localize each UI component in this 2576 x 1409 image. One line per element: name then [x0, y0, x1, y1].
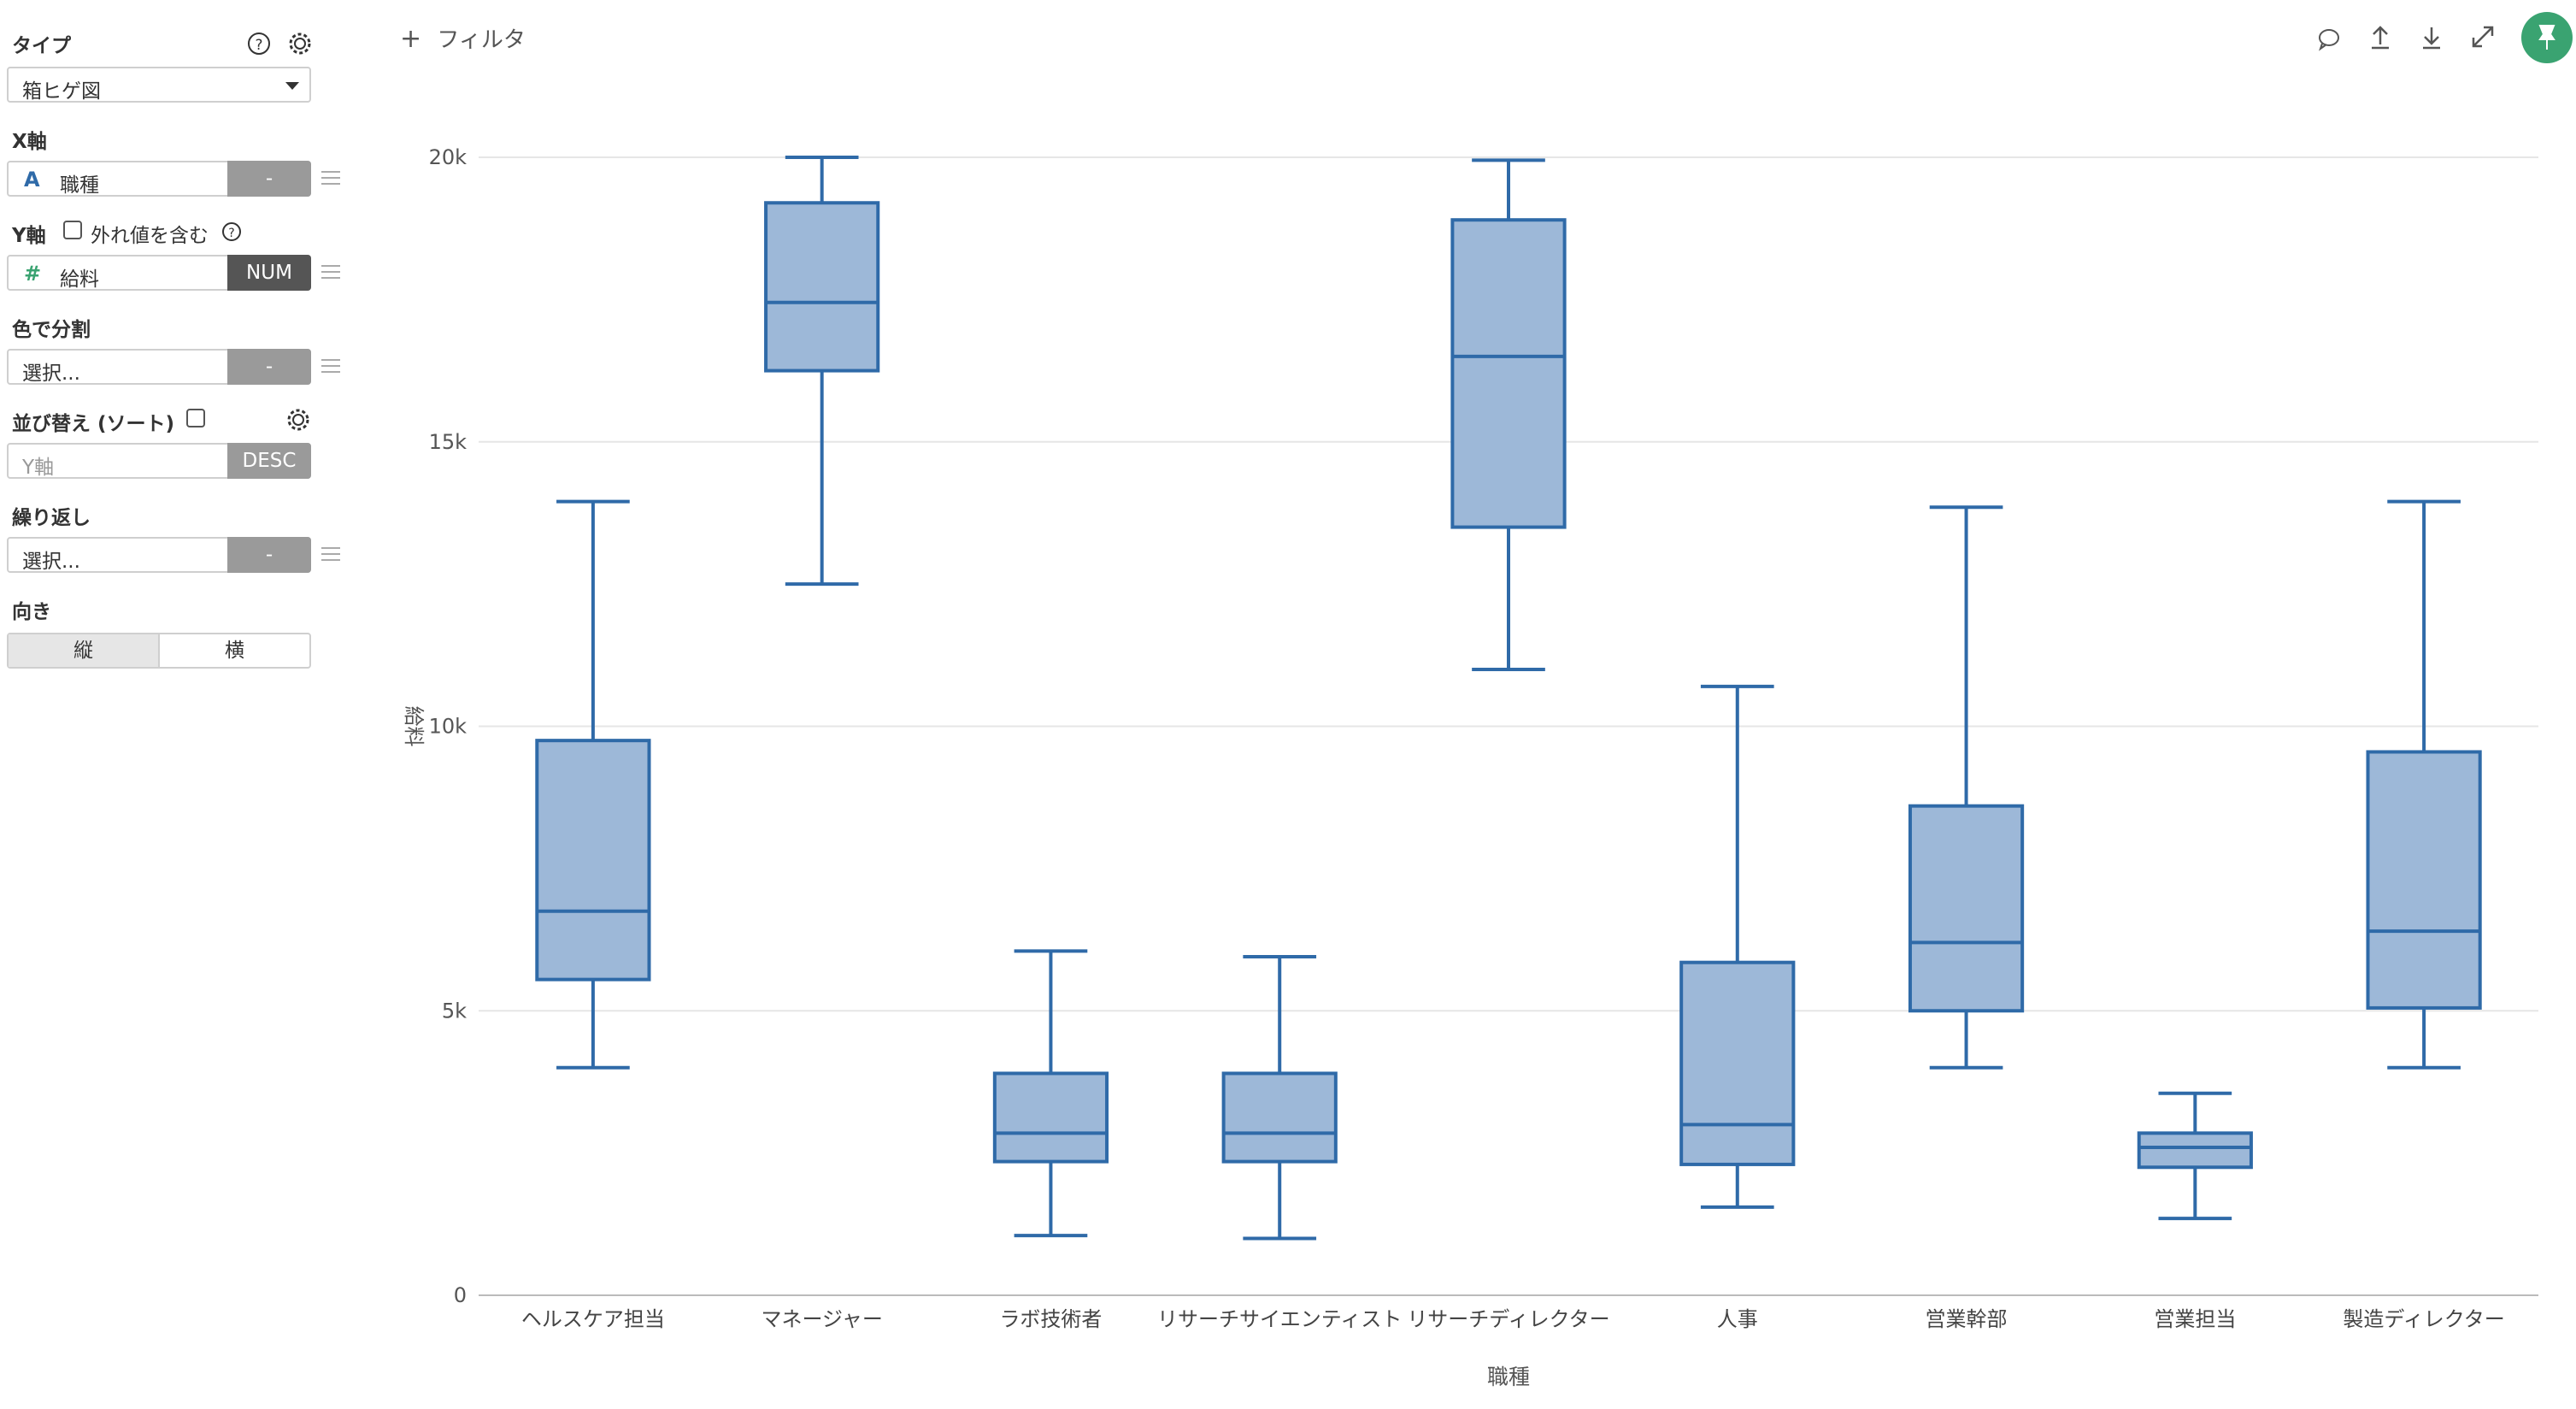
settings-sidebar: タイプ ? 箱ヒゲ図 X軸 A 職種 - Y軸 外れ値を含む ? # 給料 NU…	[0, 0, 340, 1409]
repeat-label: 繰り返し	[12, 507, 91, 529]
x-axis-title: 職種	[1487, 1365, 1530, 1389]
box	[764, 201, 880, 373]
chart-toolbar: + フィルタ	[376, 0, 2576, 77]
x-tick-label: マネージャー	[762, 1307, 883, 1331]
y-tick-label: 20k	[429, 145, 468, 169]
y-axis-title: 給料	[402, 706, 426, 747]
upload-icon[interactable]	[2367, 24, 2393, 51]
filter-label: フィルタ	[437, 27, 526, 53]
x-axis-field[interactable]: A 職種 -	[7, 161, 311, 197]
sort-placeholder: Y軸	[22, 457, 55, 479]
x-tick-label: 製造ディレクター	[2343, 1307, 2504, 1331]
svg-text:?: ?	[255, 37, 262, 54]
orientation-label: 向き	[12, 601, 51, 623]
add-filter-button[interactable]: + フィルタ	[400, 22, 526, 54]
pin-icon	[2538, 25, 2555, 50]
text-type-icon: A	[24, 168, 40, 192]
repeat-placeholder: 選択...	[22, 551, 80, 573]
x-tick-label: リサーチディレクター	[1407, 1307, 1609, 1331]
orientation-horizontal-button[interactable]: 横	[225, 640, 244, 662]
y-axis-field[interactable]: # 給料 NUM	[7, 255, 311, 291]
y-tick-label: 10k	[429, 715, 468, 739]
box	[1908, 804, 2025, 1013]
help-icon[interactable]: ?	[246, 31, 272, 56]
caret-down-icon	[285, 82, 299, 90]
box	[1221, 1071, 1338, 1164]
repeat-aggregate-button[interactable]: -	[227, 537, 311, 573]
color-split-menu-icon[interactable]	[321, 359, 340, 374]
color-split-field[interactable]: 選択... -	[7, 349, 311, 385]
pin-button[interactable]	[2521, 12, 2573, 63]
y-tick-label: 15k	[429, 430, 468, 454]
download-icon[interactable]	[2419, 24, 2444, 51]
gear-icon[interactable]	[287, 31, 313, 56]
x-axis-menu-icon[interactable]	[321, 171, 340, 186]
sort-field[interactable]: Y軸 DESC	[7, 443, 311, 479]
color-split-label: 色で分割	[12, 319, 91, 341]
outlier-help-icon[interactable]: ?	[221, 221, 243, 243]
chart-type-value: 箱ヒゲ図	[22, 80, 101, 103]
y-axis-type-button[interactable]: NUM	[227, 255, 311, 291]
repeat-menu-icon[interactable]	[321, 547, 340, 563]
expand-icon[interactable]	[2470, 24, 2496, 50]
include-outliers-checkbox[interactable]	[63, 221, 82, 239]
x-tick-label: リサーチサイエンティスト	[1157, 1307, 1402, 1331]
chart-type-select[interactable]: 箱ヒゲ図	[7, 67, 311, 103]
box	[992, 1071, 1109, 1164]
box	[2366, 750, 2482, 1010]
x-tick-label: 営業幹部	[1926, 1307, 2008, 1331]
type-label: タイプ	[12, 35, 71, 57]
orientation-toggle: 縦 横	[7, 633, 311, 669]
y-axis-label: Y軸	[12, 225, 46, 247]
sort-checkbox[interactable]	[186, 409, 205, 427]
color-split-aggregate-button[interactable]: -	[227, 349, 311, 385]
sort-label: 並び替え (ソート)	[12, 413, 175, 435]
comment-icon[interactable]	[2316, 26, 2342, 51]
number-type-icon: #	[24, 262, 42, 286]
box	[1450, 218, 1567, 529]
orientation-vertical-button[interactable]: 縦	[9, 634, 160, 667]
sort-gear-icon[interactable]	[285, 407, 311, 433]
repeat-field[interactable]: 選択... -	[7, 537, 311, 573]
x-axis-label: X軸	[12, 131, 47, 153]
y-tick-label: 0	[454, 1283, 467, 1307]
y-axis-field-name: 給料	[60, 268, 99, 291]
plus-icon: +	[400, 24, 422, 54]
x-tick-label: ラボ技術者	[999, 1307, 1102, 1331]
x-axis-field-name: 職種	[60, 174, 99, 197]
x-tick-label: ヘルスケア担当	[521, 1307, 665, 1331]
box	[535, 739, 651, 982]
color-split-placeholder: 選択...	[22, 363, 80, 385]
sort-order-button[interactable]: DESC	[227, 443, 311, 479]
x-tick-label: 人事	[1717, 1307, 1758, 1331]
box	[2137, 1131, 2253, 1170]
y-tick-label: 5k	[442, 999, 467, 1023]
y-axis-menu-icon[interactable]	[321, 265, 340, 280]
box	[1679, 960, 1796, 1166]
x-axis-aggregate-button[interactable]: -	[227, 161, 311, 197]
svg-text:?: ?	[228, 227, 234, 240]
include-outliers-label: 外れ値を含む	[91, 225, 209, 247]
x-tick-label: 営業担当	[2154, 1307, 2236, 1331]
